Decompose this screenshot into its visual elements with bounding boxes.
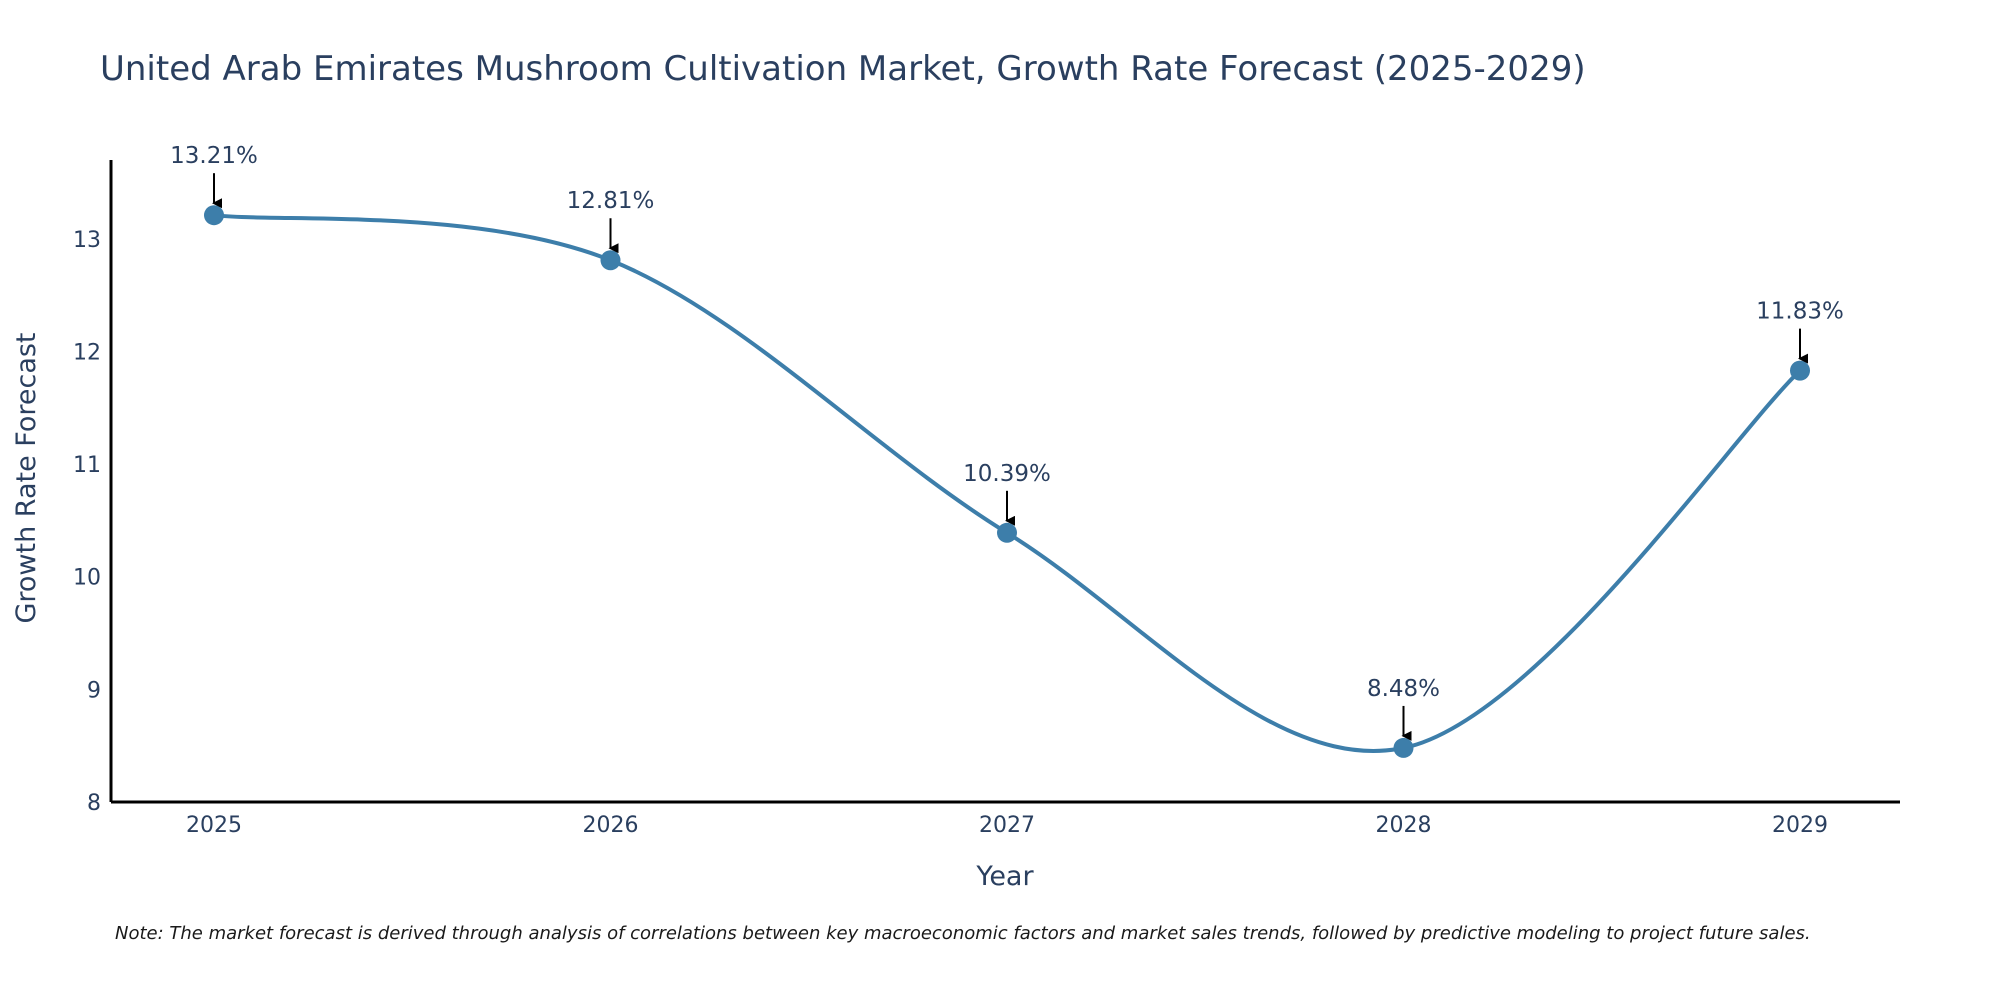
data-point-marker[interactable] [600,250,621,271]
data-label: 13.21% [170,143,258,169]
y-axis-ticks: 8 9 10 11 12 13 [73,228,101,816]
plot-area: 13.21% 12.81% 10.39% 8.48% 11.83% [170,143,1844,758]
y-tick-label: 9 [87,678,101,703]
y-tick-label: 8 [87,791,101,816]
data-point-marker[interactable] [204,205,224,226]
x-tick-label: 2029 [1772,813,1828,838]
x-tick-label: 2025 [186,813,242,838]
x-tick-label: 2026 [583,813,639,838]
series-line [213,213,1802,753]
y-tick-label: 12 [73,340,101,365]
y-tick-label: 11 [73,453,101,478]
y-tick-label: 13 [73,228,101,253]
data-label: 12.81% [567,188,655,214]
x-tick-label: 2027 [979,813,1035,838]
y-tick-label: 10 [73,566,101,591]
x-tick-label: 2028 [1376,813,1432,838]
data-label: 11.83% [1756,299,1844,325]
data-point-marker[interactable] [1790,360,1810,381]
data-point-marker[interactable] [997,522,1017,543]
data-point-marker[interactable] [1393,737,1414,758]
data-label: 8.48% [1367,676,1440,702]
y-axis-title: Growth Rate Forecast [11,332,42,623]
x-axis-ticks: 2025 2026 2027 2028 2029 [186,813,1828,838]
chart-title: United Arab Emirates Mushroom Cultivatio… [100,49,1586,89]
data-label: 10.39% [963,461,1051,487]
footnote: Note: The market forecast is derived thr… [115,923,1811,944]
x-axis-title: Year [975,861,1034,892]
